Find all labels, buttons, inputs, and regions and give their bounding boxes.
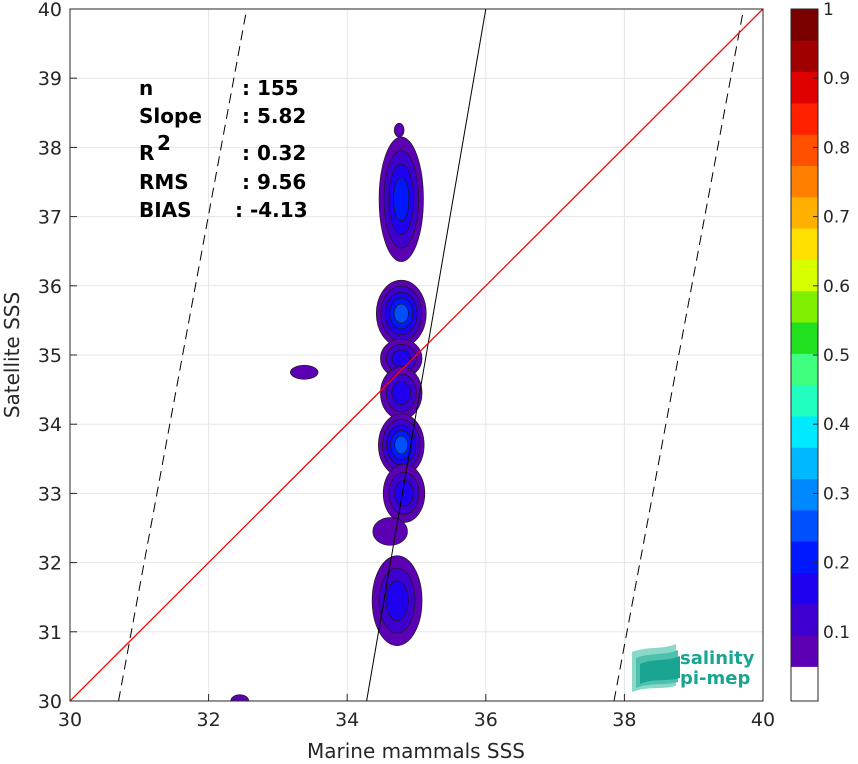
stat-r2-value: : 0.32 xyxy=(242,141,306,165)
colorbar-ticks: 0.1 0.2 0.3 0.4 0.5 0.6 0.7 0.8 0.9 1 xyxy=(813,0,850,643)
y-tick-label: 37 xyxy=(38,207,62,229)
colorbar-segment-1 xyxy=(791,635,818,667)
colorbar-segment-16 xyxy=(791,165,818,198)
colorbar-segment-0 xyxy=(791,666,818,701)
density-contour-6-1 xyxy=(372,517,408,546)
x-tick-label: 34 xyxy=(335,709,359,731)
colorbar-segment-13 xyxy=(791,259,818,292)
y-tick-label: 38 xyxy=(38,137,62,159)
y-tick-label: 31 xyxy=(38,622,62,644)
y-axis-ticks: 30 31 32 33 34 35 36 37 38 39 40 xyxy=(38,0,77,713)
y-tick-label: 35 xyxy=(38,345,62,367)
density-contour-8-1 xyxy=(290,365,319,380)
colorbar-segment-12 xyxy=(791,290,818,323)
colorbar-segment-7 xyxy=(791,447,818,480)
stat-bias-label: BIAS xyxy=(139,198,192,222)
colorbar-segment-20 xyxy=(791,40,818,73)
contour-group xyxy=(230,122,427,701)
dashed-bound-line-0 xyxy=(118,9,248,701)
colorbar-tick-label: 0.8 xyxy=(823,138,850,158)
reference-lines xyxy=(70,9,763,701)
colorbar-segment-11 xyxy=(791,322,818,354)
colorbar-segment-19 xyxy=(791,71,818,104)
density-contour-1-5 xyxy=(393,303,409,324)
wave-logo-icon xyxy=(632,644,680,692)
stat-r2-superscript: 2 xyxy=(157,131,171,155)
x-tick-label: 40 xyxy=(751,709,775,731)
regression-line xyxy=(366,9,487,701)
stat-rms-label: RMS xyxy=(139,170,189,194)
colorbar-segment-5 xyxy=(791,509,818,542)
density-contours xyxy=(230,122,427,701)
stat-bias-value: : -4.13 xyxy=(235,198,308,222)
colorbar-tick-label: 0.6 xyxy=(823,277,850,297)
colorbar-segment-3 xyxy=(791,572,818,605)
y-tick-label: 33 xyxy=(38,483,62,505)
density-contour-0-4 xyxy=(393,177,410,222)
colorbar-tick-label: 0.9 xyxy=(823,69,850,89)
colorbar xyxy=(791,9,818,701)
colorbar-segment-6 xyxy=(791,478,818,511)
y-tick-label: 36 xyxy=(38,276,62,298)
stat-slope-value: : 5.82 xyxy=(242,104,306,128)
colorbar-segment-21 xyxy=(791,9,818,41)
density-contour-7-3 xyxy=(385,580,409,622)
density-contour-10-1 xyxy=(393,122,405,138)
stat-slope-label: Slope xyxy=(139,104,202,128)
colorbar-tick-label: 0.7 xyxy=(823,208,850,228)
stat-r2-label: R xyxy=(139,141,154,165)
colorbar-tick-label: 0.3 xyxy=(823,484,850,504)
y-axis-label: Satellite SSS xyxy=(0,292,24,418)
colorbar-tick-label: 0.5 xyxy=(823,346,850,366)
colorbar-segment-8 xyxy=(791,415,818,448)
colorbar-segment-17 xyxy=(791,134,818,167)
y-tick-label: 32 xyxy=(38,553,62,575)
dashed-bound-line-1 xyxy=(613,9,745,701)
stats-box: n : 155 Slope : 5.82 R 2 : 0.32 RMS : 9.… xyxy=(139,76,308,222)
stat-n-label: n xyxy=(139,76,153,100)
y-tick-label: 39 xyxy=(38,68,62,90)
x-axis-label: Marine mammals SSS xyxy=(307,739,525,763)
y-tick-label: 40 xyxy=(38,0,62,21)
x-tick-label: 36 xyxy=(474,709,498,731)
colorbar-tick-label: 1 xyxy=(823,0,834,20)
stat-n-value: : 155 xyxy=(242,76,299,100)
y-tick-label: 30 xyxy=(38,691,62,713)
x-tick-label: 38 xyxy=(612,709,636,731)
y-tick-label: 34 xyxy=(38,414,62,436)
x-axis-ticks: 30 32 34 36 38 40 xyxy=(58,694,775,731)
colorbar-tick-label: 0.4 xyxy=(823,415,850,435)
colorbar-segment-14 xyxy=(791,228,818,260)
salinity-pi-mep-logo: salinity pi-mep xyxy=(632,644,755,692)
identity-line xyxy=(70,9,763,701)
logo-text-line1: salinity xyxy=(680,648,755,669)
density-contour-3-3 xyxy=(391,381,411,406)
x-tick-label: 30 xyxy=(58,709,82,731)
logo-text-line2: pi-mep xyxy=(680,668,750,689)
colorbar-tick-label: 0.2 xyxy=(823,554,850,574)
colorbar-segment-9 xyxy=(791,384,818,417)
density-contour-4-5 xyxy=(394,435,409,455)
colorbar-segment-10 xyxy=(791,353,818,386)
colorbar-segment-18 xyxy=(791,102,818,135)
colorbar-segment-15 xyxy=(791,196,818,229)
colorbar-segment-2 xyxy=(791,603,818,636)
density-contour-5-3 xyxy=(394,480,414,507)
stat-rms-value: : 9.56 xyxy=(242,170,306,194)
colorbar-tick-label: 0.1 xyxy=(823,623,850,643)
colorbar-segment-4 xyxy=(791,541,818,573)
x-tick-label: 32 xyxy=(197,709,221,731)
